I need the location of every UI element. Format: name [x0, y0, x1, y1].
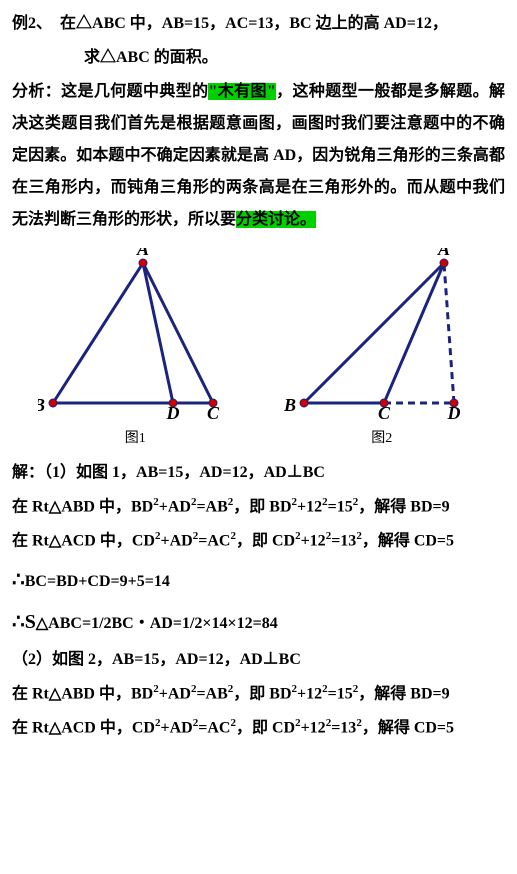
sol-2b: 在 Rt△ABD 中，BD2+AD2=AB2，即 BD2+122=152，解得 …	[12, 678, 505, 710]
t: ，解得 BD=9	[358, 685, 449, 702]
solution-label: 解：	[12, 464, 44, 481]
t: =AC	[198, 719, 230, 736]
sol-1d: ∴BC=BD+CD=9+5=14	[12, 560, 505, 600]
sol-1a: （1）如图 1，AB=15，AD=12，AD⊥BC	[44, 464, 325, 481]
figure-2-caption: 图2	[371, 425, 392, 453]
t: =15	[328, 498, 353, 515]
t: =AB	[196, 498, 227, 515]
t: ，即 BD	[233, 685, 291, 702]
t: ，解得 CD=5	[362, 533, 454, 550]
svg-text:C: C	[207, 403, 220, 423]
figure-2: A B C D 图2	[284, 248, 479, 453]
sol-2c: 在 Rt△ACD 中，CD2+AD2=AC2，即 CD2+122=132，解得 …	[12, 712, 505, 744]
svg-text:C: C	[378, 403, 391, 423]
therefore-icon: ∴	[12, 569, 25, 591]
figure-1-caption: 图1	[125, 425, 146, 453]
t: +12	[297, 498, 322, 515]
highlight-classify: 分类讨论。	[236, 211, 316, 228]
figure-1: A B C D 图1	[38, 248, 233, 453]
svg-text:B: B	[284, 395, 296, 415]
t: S	[25, 611, 36, 633]
t: =13	[331, 719, 356, 736]
figure-1-svg: A B C D	[38, 248, 233, 423]
therefore-icon: ∴	[12, 611, 25, 633]
t: =15	[328, 685, 353, 702]
t: 在 Rt△ACD 中，CD	[12, 719, 155, 736]
t: +AD	[159, 498, 191, 515]
t: ，即 BD	[233, 498, 291, 515]
sol-2a: （2）如图 2，AB=15，AD=12，AD⊥BC	[12, 644, 505, 676]
problem-label: 例2、	[12, 15, 52, 32]
analysis-t2: ，这种题型一般都是多解题。解决这类题目我们首先是根据题意画图，画图时我们要注意题…	[12, 83, 505, 228]
figure-2-svg: A B C D	[284, 248, 479, 423]
analysis-label: 分析：	[12, 83, 61, 100]
t: 在 Rt△ABD 中，BD	[12, 498, 153, 515]
svg-text:A: A	[437, 248, 450, 259]
t: +12	[297, 685, 322, 702]
svg-text:B: B	[38, 395, 45, 415]
t: +12	[301, 719, 326, 736]
analysis-t1: 这是几何题中典型的	[61, 83, 208, 100]
t: △ABC=1/2BC・AD=1/2×14×12=84	[36, 615, 278, 632]
t: ，解得 BD=9	[358, 498, 449, 515]
svg-text:D: D	[165, 403, 179, 423]
analysis: 分析：这是几何题中典型的"木有图"，这种题型一般都是多解题。解决这类题目我们首先…	[12, 76, 505, 236]
highlight-no-figure: "木有图"	[208, 83, 275, 100]
t: +AD	[160, 719, 192, 736]
t: +AD	[159, 685, 191, 702]
sol-1b: 在 Rt△ABD 中，BD2+AD2=AB2，即 BD2+122=152，解得 …	[12, 491, 505, 523]
t: +12	[301, 533, 326, 550]
figures-row: A B C D 图1 A B C D 图2	[12, 248, 505, 453]
t: 在 Rt△ABD 中，BD	[12, 685, 153, 702]
problem-line2: 求△ABC 的面积。	[12, 42, 505, 74]
t: BC=BD+CD=9+5=14	[25, 573, 170, 590]
sol-1e: ∴S△ABC=1/2BC・AD=1/2×14×12=84	[12, 602, 505, 642]
t: 在 Rt△ACD 中，CD	[12, 533, 155, 550]
solution-1-header: 解：（1）如图 1，AB=15，AD=12，AD⊥BC	[12, 457, 505, 489]
problem-line1: 在△ABC 中，AB=15，AC=13，BC 边上的高 AD=12，	[60, 15, 448, 32]
t: ，即 CD	[236, 719, 295, 736]
t: +AD	[160, 533, 192, 550]
t: =AC	[198, 533, 230, 550]
svg-text:A: A	[136, 248, 149, 259]
problem-statement: 例2、 在△ABC 中，AB=15，AC=13，BC 边上的高 AD=12，	[12, 8, 505, 40]
svg-text:D: D	[447, 403, 461, 423]
t: =AB	[196, 685, 227, 702]
t: ，即 CD	[236, 533, 295, 550]
t: ，解得 CD=5	[362, 719, 454, 736]
t: =13	[331, 533, 356, 550]
sol-1c: 在 Rt△ACD 中，CD2+AD2=AC2，即 CD2+122=132，解得 …	[12, 525, 505, 557]
